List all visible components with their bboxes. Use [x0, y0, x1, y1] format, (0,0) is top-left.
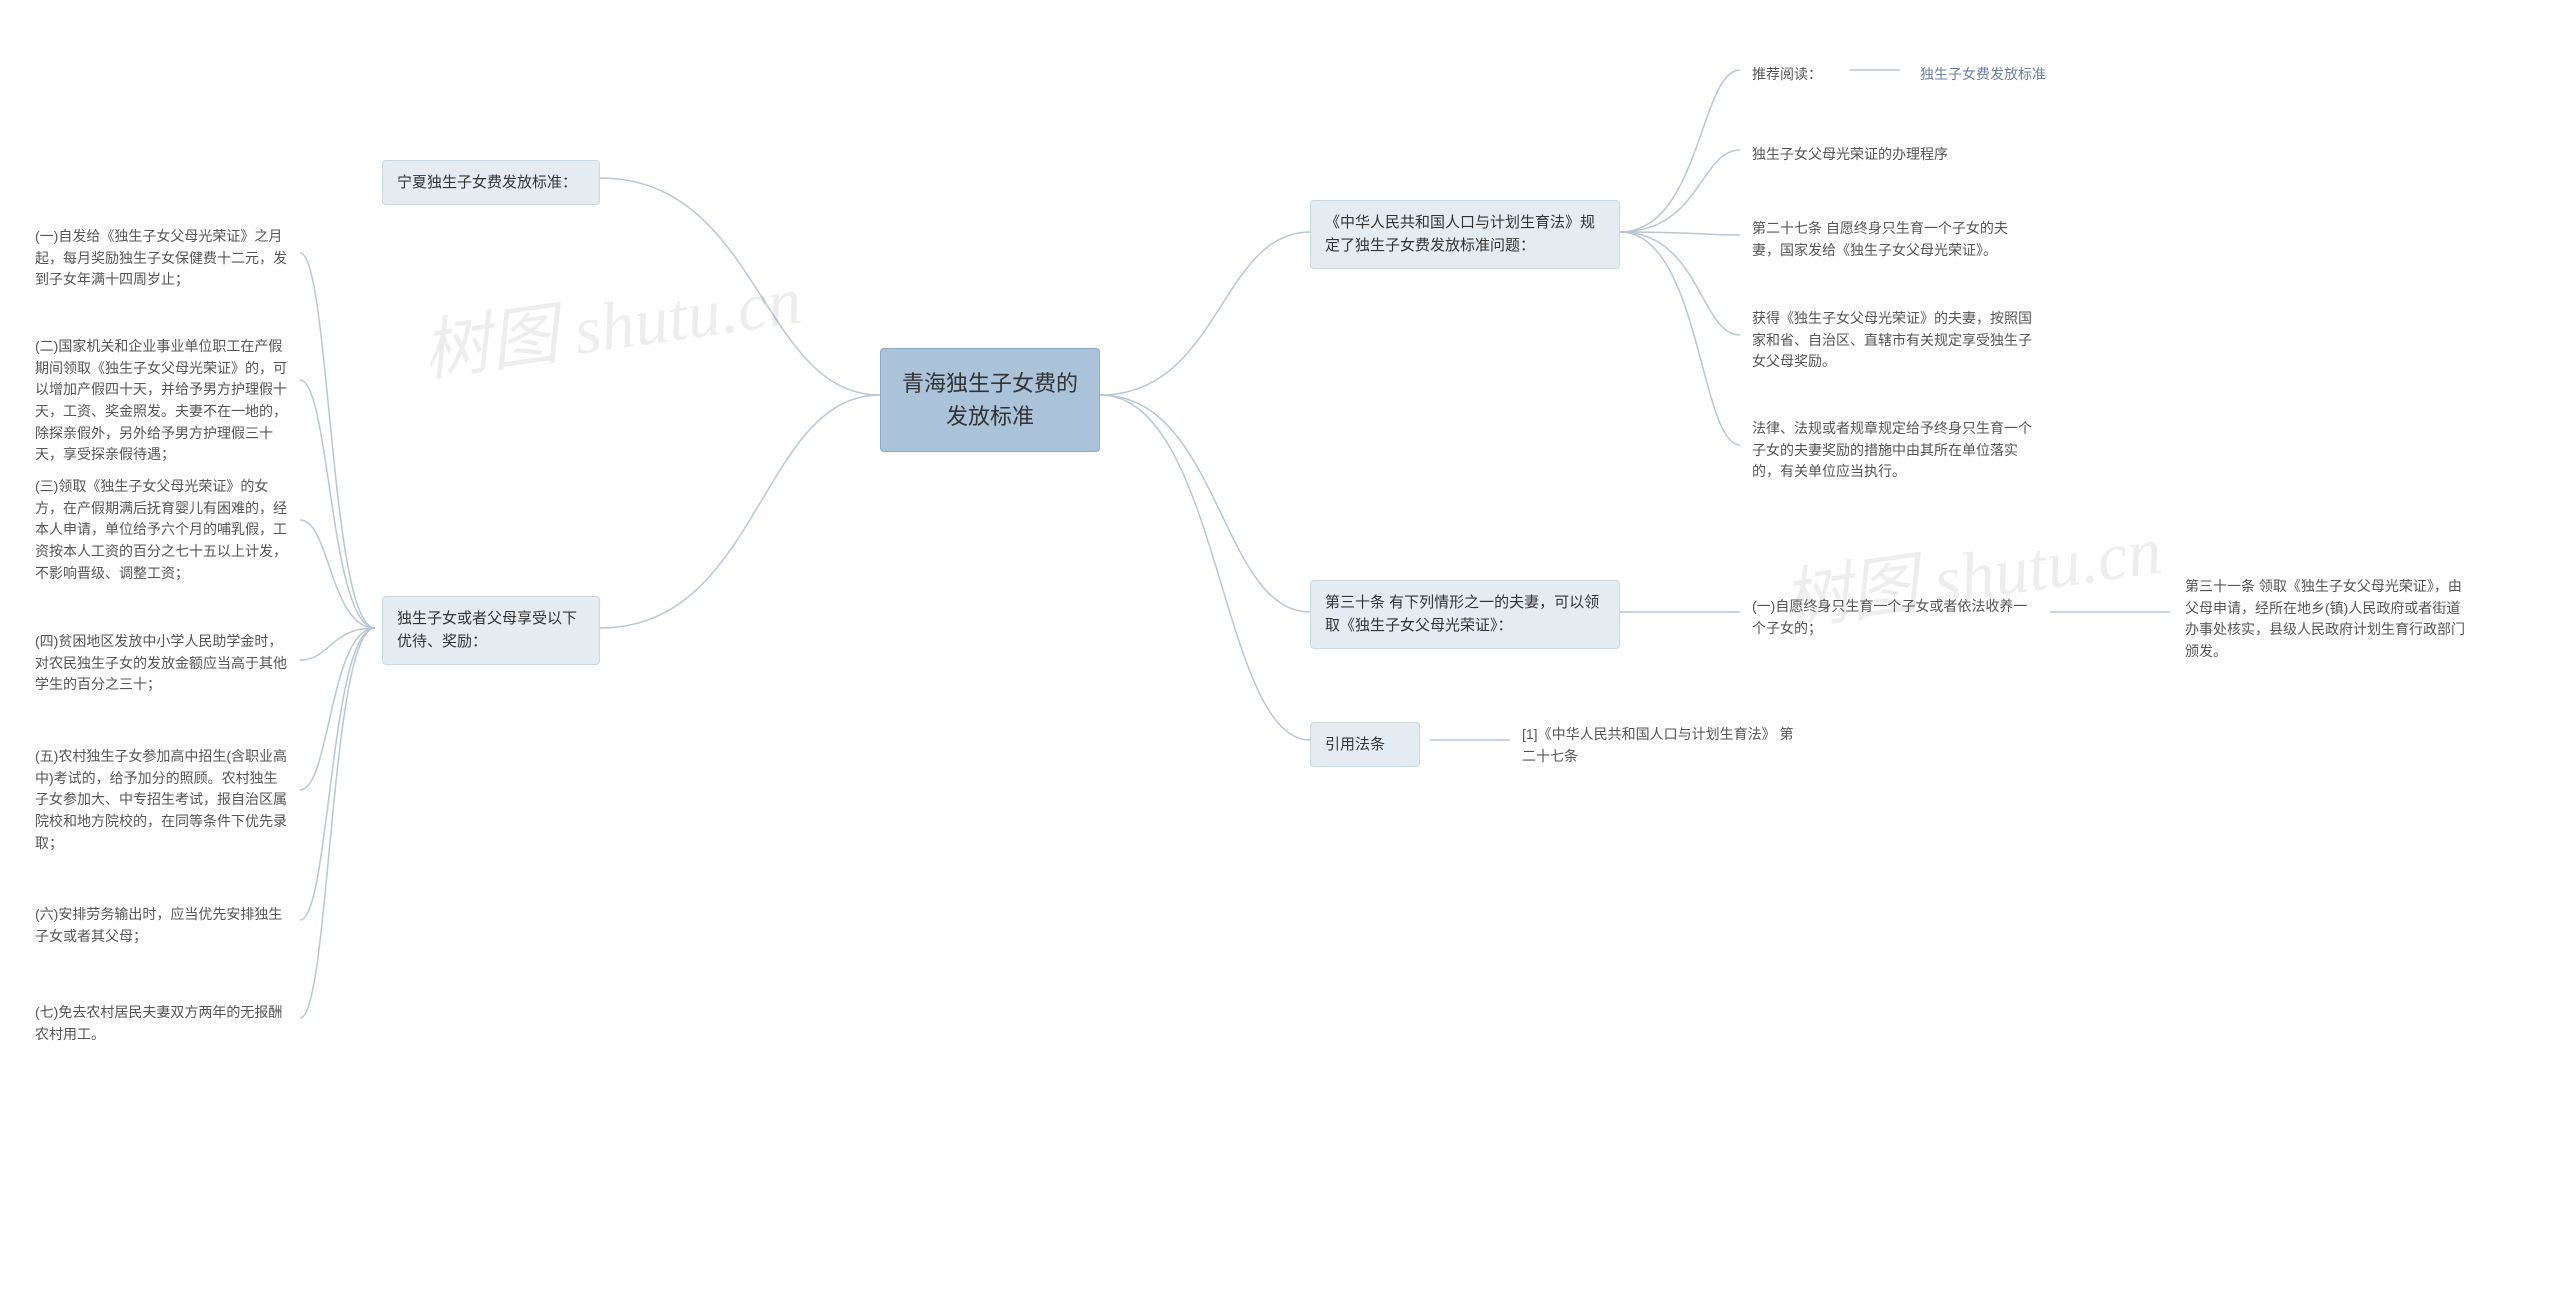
- watermark: 树图 shutu.cn: [415, 244, 807, 395]
- leaf-recommend-link[interactable]: 独生子女费发放标准: [1910, 58, 2090, 92]
- leaf-benefit-2: (二)国家机关和企业事业单位职工在产假期间领取《独生子女父母光荣证》的，可以增加…: [25, 330, 300, 472]
- right-branch-law[interactable]: 《中华人民共和国人口与计划生育法》规定了独生子女费发放标准问题：: [1310, 200, 1620, 269]
- leaf-benefit-4: (四)贫困地区发放中小学人民助学金时，对农民独生子女的发放金额应当高于其他学生的…: [25, 625, 300, 702]
- leaf-article-27: 第二十七条 自愿终身只生育一个子女的夫妻，国家发给《独生子女父母光荣证》。: [1742, 212, 2042, 267]
- leaf-art31: 第三十一条 领取《独生子女父母光荣证》，由父母申请，经所在地乡(镇)人民政府或者…: [2175, 570, 2475, 669]
- leaf-cert-procedure: 独生子女父母光荣证的办理程序: [1742, 138, 2012, 172]
- left-branch-ningxia[interactable]: 宁夏独生子女费发放标准：: [382, 160, 600, 205]
- leaf-art30-c1: (一)自愿终身只生育一个子女或者依法收养一个子女的；: [1742, 590, 2042, 645]
- right-branch-article30[interactable]: 第三十条 有下列情形之一的夫妻，可以领取《独生子女父母光荣证》：: [1310, 580, 1620, 649]
- leaf-benefit-3: (三)领取《独生子女父母光荣证》的女方，在产假期满后抚育婴儿有困难的，经本人申请…: [25, 470, 300, 590]
- leaf-benefit-6: (六)安排劳务输出时，应当优先安排独生子女或者其父母；: [25, 898, 300, 953]
- leaf-benefit-5: (五)农村独生子女参加高中招生(含职业高中)考试的，给予加分的照顾。农村独生子女…: [25, 740, 300, 860]
- leaf-benefit-1: (一)自发给《独生子女父母光荣证》之月起，每月奖励独生子女保健费十二元，发到子女…: [25, 220, 300, 297]
- right-branch-citation[interactable]: 引用法条: [1310, 722, 1420, 767]
- root-node[interactable]: 青海独生子女费的发放标准: [880, 348, 1100, 452]
- leaf-cert-reward: 获得《独生子女父母光荣证》的夫妻，按照国家和省、自治区、直辖市有关规定享受独生子…: [1742, 302, 2042, 379]
- leaf-citation-1: [1]《中华人民共和国人口与计划生育法》 第二十七条: [1512, 718, 1812, 773]
- mindmap-canvas: 树图 shutu.cn 树图 shutu.cn 青海独生子女费的发放标准 宁夏独…: [0, 0, 2560, 1291]
- leaf-unit-exec: 法律、法规或者规章规定给予终身只生育一个子女的夫妻奖励的措施中由其所在单位落实的…: [1742, 412, 2042, 489]
- leaf-benefit-7: (七)免去农村居民夫妻双方两年的无报酬农村用工。: [25, 996, 300, 1051]
- leaf-recommend-label: 推荐阅读：: [1742, 58, 1852, 92]
- left-branch-benefits[interactable]: 独生子女或者父母享受以下优待、奖励：: [382, 596, 600, 665]
